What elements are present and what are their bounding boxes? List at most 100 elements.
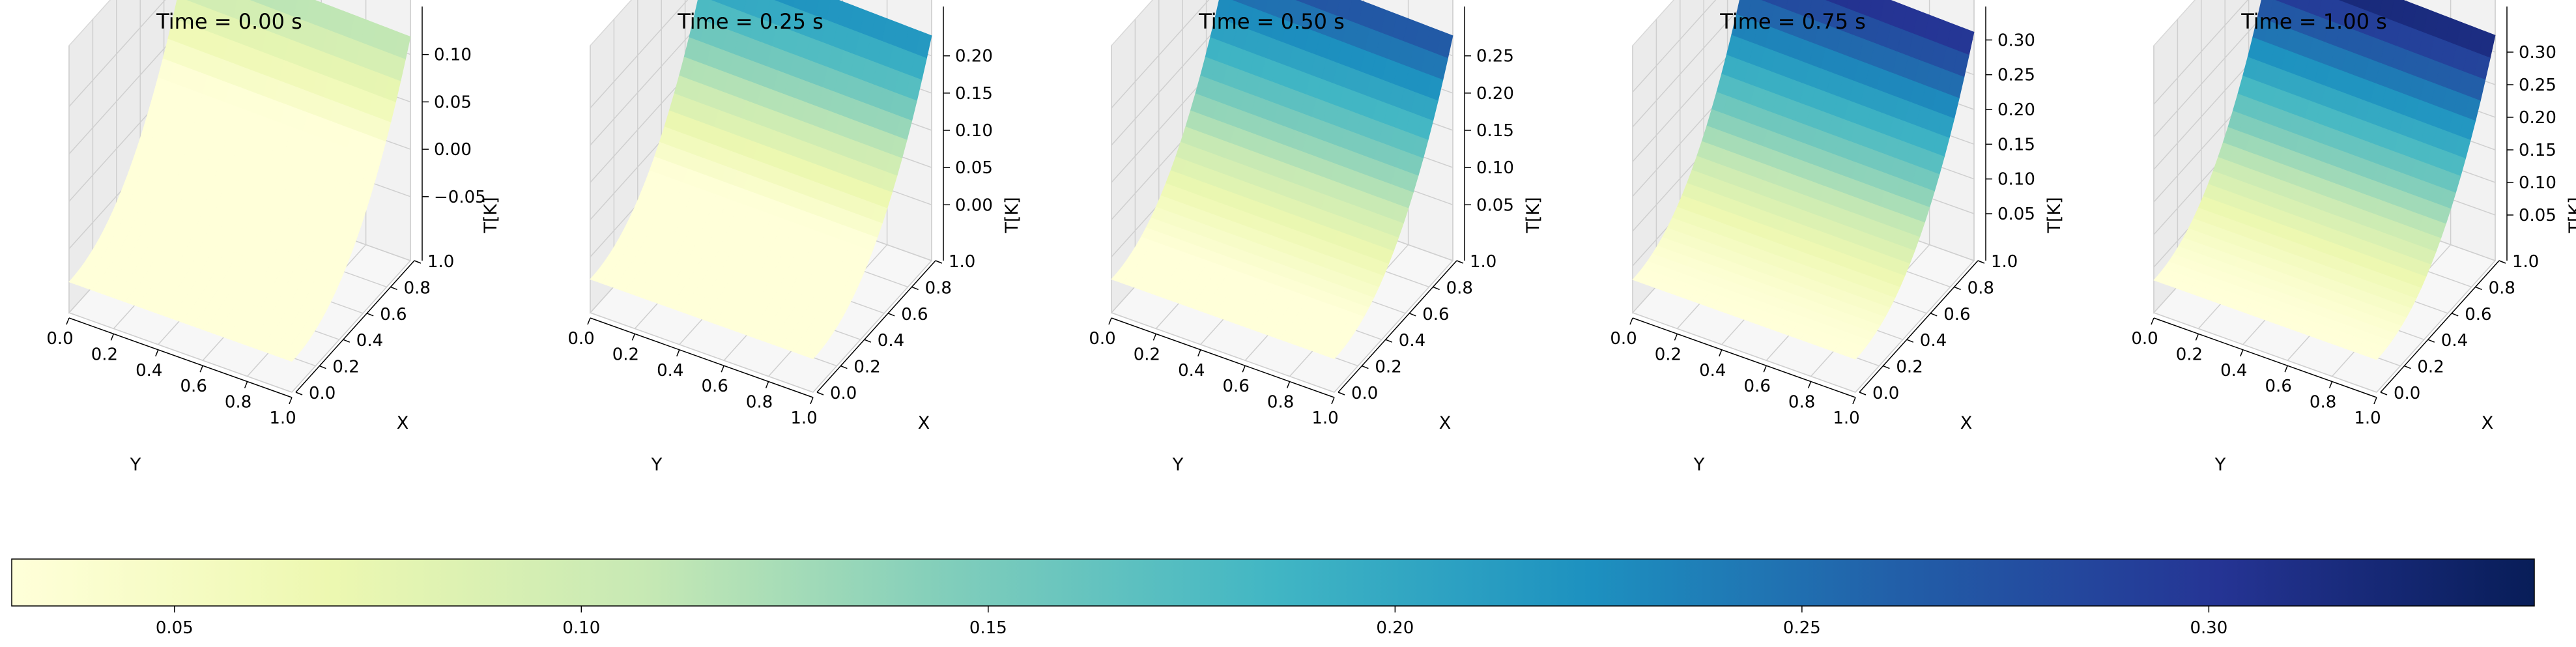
surface-patch [280, 351, 298, 362]
x-tick [1338, 392, 1345, 395]
colorbar: 0.05 0.10 0.15 0.20 0.25 0.30 [11, 558, 2535, 638]
grid-line [590, 312, 814, 393]
z-tick-label: 0.30 [1997, 31, 2035, 50]
y-axis-line [1111, 317, 1335, 398]
y-tick-label: 0.2 [1655, 345, 1682, 364]
y-tick-label: 0.6 [2265, 377, 2292, 396]
z-tick-label: 0.05 [955, 158, 993, 178]
z-axis-label: T[K] [481, 197, 501, 233]
subplot-title: Time = 0.25 s [677, 9, 823, 34]
x-axis-label: X [1960, 413, 1973, 433]
y-tick [1674, 334, 1678, 341]
subplot-3: 0.0 0.2 0.4 0.6 0.8 1.0 0.0 0.2 0.4 0.6 0.8 1.0 0.05… [1610, 0, 2065, 475]
y-tick [289, 397, 293, 405]
subplot-title: Time = 0.50 s [1198, 9, 1345, 34]
x-tick-label: 0.0 [2394, 384, 2420, 403]
colorbar-tick-label: 0.15 [969, 618, 1007, 638]
y-tick [244, 381, 248, 388]
z-axis-label: T[K] [1002, 197, 1022, 233]
x-tick [390, 286, 397, 291]
x-tick [2427, 339, 2435, 343]
y-tick [1286, 381, 1291, 388]
y-tick [2373, 397, 2377, 405]
x-tick [295, 392, 303, 395]
x-tick [1954, 286, 1961, 291]
y-tick-label: 0.2 [1134, 345, 1160, 364]
z-tick-label: 0.15 [955, 84, 993, 104]
y-tick-label: 0.0 [1089, 329, 1115, 349]
y-tick [810, 397, 814, 405]
x-axis-label: X [397, 413, 409, 433]
y-tick [1852, 397, 1856, 405]
x-tick-label: 0.6 [380, 305, 407, 324]
z-tick-label: 0.00 [434, 140, 472, 160]
x-tick [864, 339, 872, 343]
z-tick-label: 0.25 [1476, 47, 1514, 66]
y-tick [2195, 334, 2199, 341]
x-tick-label: 0.4 [1399, 331, 1425, 351]
y-tick [1629, 317, 1633, 325]
y-tick [2328, 381, 2333, 388]
x-tick [1977, 260, 1985, 264]
x-tick-label: 1.0 [427, 252, 454, 272]
x-tick-label: 0.4 [878, 331, 904, 351]
y-tick [587, 317, 591, 325]
x-axis-line [816, 260, 936, 393]
y-tick-label: 0.8 [2310, 393, 2336, 412]
y-tick [2284, 365, 2288, 373]
z-tick-label: 0.15 [1476, 121, 1514, 141]
x-tick [840, 365, 848, 369]
y-tick [1331, 397, 1335, 405]
y-tick [66, 317, 70, 325]
z-tick-label: 0.10 [1997, 170, 2035, 190]
z-tick-label: 0.25 [2519, 76, 2556, 95]
x-axis-label: X [2482, 413, 2494, 433]
grid-line [2376, 260, 2496, 393]
z-tick-label: 0.20 [955, 47, 993, 66]
x-tick [414, 260, 422, 264]
colorbar-tick-label: 0.05 [156, 618, 193, 638]
x-tick [319, 365, 326, 369]
grid-line [1334, 260, 1453, 393]
y-tick [1197, 349, 1201, 357]
y-tick [765, 381, 769, 388]
x-tick-label: 1.0 [949, 252, 975, 272]
z-tick-label: 0.20 [1997, 100, 2035, 120]
x-tick-label: 0.0 [1351, 384, 1378, 403]
subplot-0: 0.0 0.2 0.4 0.6 0.8 1.0 0.0 0.2 0.4 0.6 0.8 1.0 −0.0… [46, 0, 501, 475]
subplot-title: Time = 0.00 s [156, 9, 302, 34]
surface-patch [1323, 349, 1340, 360]
x-tick-label: 0.2 [332, 358, 359, 377]
x-tick-label: 0.2 [1896, 358, 1923, 377]
grid-line [291, 260, 411, 393]
y-tick [1807, 381, 1812, 388]
x-tick [2404, 365, 2411, 369]
x-axis-label: X [918, 413, 930, 433]
y-tick [199, 365, 203, 373]
x-tick [1930, 313, 1938, 317]
x-tick [1906, 339, 1914, 343]
y-axis-line [590, 317, 814, 398]
y-tick-label: 0.2 [91, 345, 118, 364]
subplot-2: 0.0 0.2 0.4 0.6 0.8 1.0 0.0 0.2 0.4 0.6 0.8 1.0 0.05… [1089, 0, 1543, 475]
y-tick-label: 0.8 [746, 393, 773, 412]
x-tick-label: 0.8 [1968, 278, 1994, 298]
y-tick-label: 0.0 [2131, 329, 2158, 349]
x-tick [1859, 392, 1867, 395]
y-tick [2240, 349, 2244, 357]
y-tick-label: 0.6 [1744, 377, 1771, 396]
z-tick-label: 0.30 [2519, 43, 2556, 63]
subplot-title: Time = 1.00 s [2240, 9, 2387, 34]
z-tick-label: 0.00 [955, 195, 993, 215]
x-tick-label: 0.2 [1375, 358, 1401, 377]
y-tick-label: 0.8 [1267, 393, 1294, 412]
y-tick [2151, 317, 2154, 325]
y-axis-label: Y [130, 455, 141, 475]
z-tick-label: 0.05 [1476, 195, 1514, 215]
z-axis-label: T[K] [2566, 197, 2576, 233]
z-tick-label: 0.05 [434, 93, 472, 112]
x-tick-label: 0.6 [2465, 305, 2491, 324]
colorbar-tick-label: 0.20 [1376, 618, 1414, 638]
y-tick-label: 1.0 [1833, 409, 1859, 428]
grid-line [1111, 312, 1335, 393]
